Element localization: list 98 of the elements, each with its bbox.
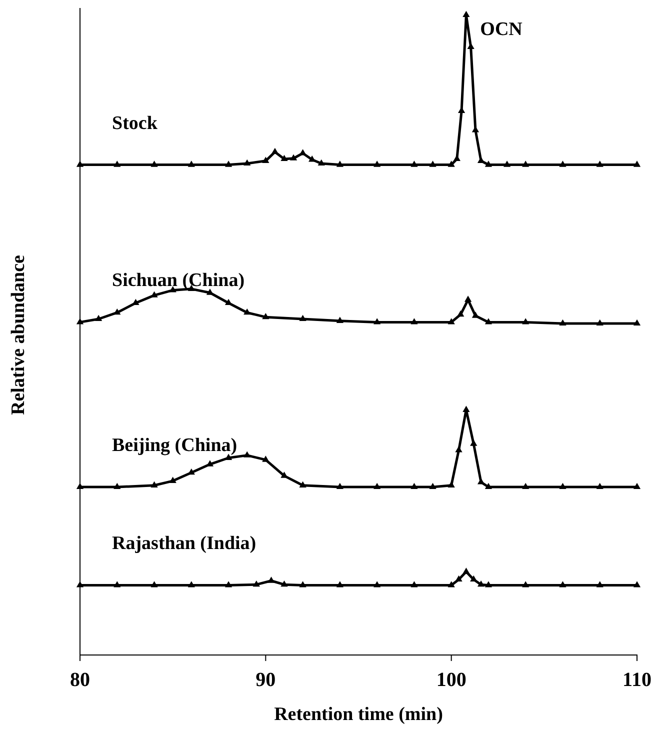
x-tick-label: 80 — [70, 669, 90, 691]
point — [522, 318, 530, 324]
point — [633, 482, 641, 490]
x-tick-label: 100 — [436, 669, 466, 691]
point — [455, 446, 462, 452]
point — [252, 580, 260, 587]
point — [633, 581, 641, 588]
annotation: OCN — [480, 19, 523, 40]
point — [503, 160, 511, 167]
point — [410, 581, 418, 588]
point — [224, 160, 232, 167]
point — [484, 482, 492, 490]
point — [455, 575, 462, 582]
point — [522, 482, 530, 490]
series-label: Stock — [112, 112, 158, 134]
point — [464, 296, 472, 302]
series-label: Rajasthan (India) — [112, 533, 256, 554]
point — [457, 310, 464, 317]
point — [280, 580, 288, 587]
point — [559, 319, 566, 326]
point — [374, 318, 381, 324]
point — [429, 160, 436, 167]
point — [268, 576, 275, 583]
point — [559, 482, 566, 490]
point — [262, 456, 270, 462]
point — [336, 316, 344, 323]
point — [262, 156, 270, 163]
point — [477, 478, 485, 484]
point — [374, 482, 381, 490]
point — [114, 160, 121, 167]
point — [299, 314, 306, 322]
point — [188, 160, 195, 167]
point — [596, 160, 604, 167]
point — [150, 581, 158, 588]
point — [169, 476, 176, 483]
point — [484, 581, 492, 588]
point — [244, 451, 251, 458]
point — [114, 581, 121, 588]
point — [280, 472, 288, 478]
point — [336, 160, 344, 167]
point — [114, 482, 121, 490]
point — [290, 154, 298, 160]
point — [374, 160, 381, 167]
point — [76, 160, 84, 167]
point — [150, 481, 158, 488]
point — [410, 482, 418, 490]
point — [462, 406, 470, 412]
point — [522, 160, 530, 167]
point — [114, 308, 121, 315]
series-label: Sichuan (China) — [112, 270, 245, 292]
point — [299, 481, 306, 488]
point — [484, 318, 492, 324]
x-tick-label: 90 — [256, 669, 276, 691]
point — [262, 312, 270, 320]
point — [169, 286, 176, 292]
point — [448, 318, 455, 324]
point — [462, 568, 470, 574]
point — [299, 149, 306, 156]
point — [596, 319, 604, 326]
point — [484, 160, 492, 167]
point — [470, 575, 478, 582]
point — [318, 159, 325, 166]
point — [559, 160, 566, 167]
x-axis-title: Retention time (min) — [274, 704, 443, 725]
point — [76, 581, 84, 588]
point — [448, 481, 455, 488]
x-tick-label: 110 — [622, 669, 652, 691]
point — [410, 318, 418, 324]
point — [244, 308, 251, 315]
point — [374, 581, 381, 588]
point — [522, 581, 530, 588]
point — [188, 581, 195, 588]
point — [596, 581, 604, 588]
point — [633, 160, 641, 167]
point — [448, 581, 455, 588]
y-axis-title: Relative abundance — [8, 255, 29, 415]
point — [448, 160, 455, 167]
point — [224, 581, 232, 588]
point — [633, 319, 641, 326]
point — [462, 10, 470, 18]
point — [76, 482, 84, 490]
point — [336, 482, 344, 490]
point — [559, 581, 566, 588]
point — [410, 160, 418, 167]
point — [271, 148, 279, 154]
point — [470, 440, 478, 446]
point — [76, 318, 84, 324]
point — [244, 159, 251, 166]
series-label: Beijing (China) — [112, 435, 238, 456]
point — [132, 298, 140, 306]
point — [429, 482, 436, 490]
point — [596, 482, 604, 490]
point — [336, 581, 344, 588]
point — [477, 580, 485, 587]
point — [150, 160, 158, 167]
point — [280, 154, 288, 162]
point — [95, 314, 102, 322]
point — [299, 581, 306, 588]
